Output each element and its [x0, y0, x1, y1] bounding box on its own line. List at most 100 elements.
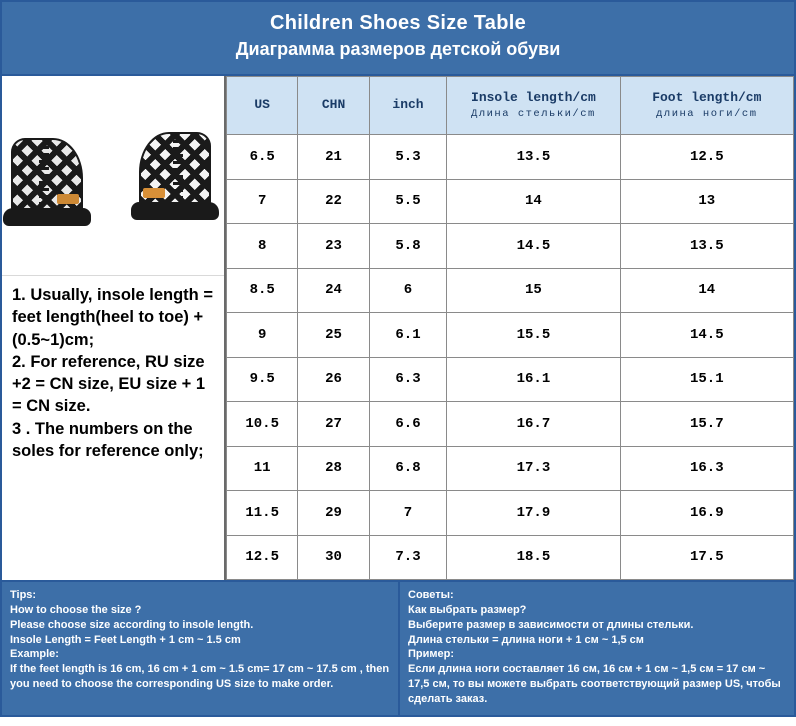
col-header-inch: inch	[369, 77, 447, 135]
tips-example-heading: Example:	[10, 647, 390, 662]
table-cell: 14.5	[447, 224, 620, 269]
tips-example: If the feet length is 16 cm, 16 cm + 1 c…	[10, 662, 390, 692]
table-header-row: US CHN inch Insole length/cm Длина стельк…	[227, 77, 794, 135]
tips-heading: Tips:	[10, 588, 390, 603]
col-label: Insole length/cm	[471, 90, 596, 105]
table-cell: 15	[447, 268, 620, 313]
table-cell: 8	[227, 224, 298, 269]
tips-line: Insole Length = Feet Length + 1 cm ~ 1.5…	[10, 633, 390, 648]
table-body: 6.5215.313.512.57225.514138235.814.513.5…	[227, 135, 794, 580]
table-cell: 16.3	[620, 446, 793, 491]
table-cell: 11.5	[227, 491, 298, 536]
table-cell: 9.5	[227, 357, 298, 402]
table-cell: 6.1	[369, 313, 447, 358]
tips-russian: Советы: Как выбрать размер? Выберите раз…	[398, 582, 794, 715]
table-cell: 16.1	[447, 357, 620, 402]
tips-question: How to choose the size ?	[10, 603, 390, 618]
size-chart-container: Children Shoes Size Table Диаграмма разм…	[0, 0, 796, 717]
table-cell: 12.5	[227, 535, 298, 580]
tips-english: Tips: How to choose the size ? Please ch…	[2, 582, 398, 715]
col-sublabel: длина ноги/cm	[625, 108, 789, 120]
table-cell: 10.5	[227, 402, 298, 447]
table-cell: 6.8	[369, 446, 447, 491]
title-russian: Диаграмма размеров детской обуви	[2, 39, 794, 60]
col-label: US	[254, 97, 270, 112]
table-cell: 13.5	[447, 135, 620, 180]
product-image	[2, 76, 224, 276]
size-table: US CHN inch Insole length/cm Длина стельк…	[226, 76, 794, 580]
table-row: 12.5307.318.517.5	[227, 535, 794, 580]
table-cell: 7.3	[369, 535, 447, 580]
table-cell: 27	[298, 402, 369, 447]
table-cell: 16.7	[447, 402, 620, 447]
table-cell: 25	[298, 313, 369, 358]
table-cell: 6.6	[369, 402, 447, 447]
table-cell: 15.5	[447, 313, 620, 358]
table-cell: 14	[447, 179, 620, 224]
table-row: 11.529717.916.9	[227, 491, 794, 536]
table-cell: 16.9	[620, 491, 793, 536]
col-label: Foot length/cm	[652, 90, 761, 105]
table-cell: 5.3	[369, 135, 447, 180]
boot-icon	[11, 134, 87, 226]
table-cell: 8.5	[227, 268, 298, 313]
col-header-us: US	[227, 77, 298, 135]
table-cell: 14.5	[620, 313, 793, 358]
table-cell: 24	[298, 268, 369, 313]
col-header-insole: Insole length/cm Длина стельки/cm	[447, 77, 620, 135]
tips-line: Длина стельки = длина ноги + 1 см ~ 1,5 …	[408, 633, 786, 648]
table-row: 9.5266.316.115.1	[227, 357, 794, 402]
table-cell: 15.1	[620, 357, 793, 402]
table-cell: 6.3	[369, 357, 447, 402]
table-row: 8235.814.513.5	[227, 224, 794, 269]
table-cell: 11	[227, 446, 298, 491]
table-row: 9256.115.514.5	[227, 313, 794, 358]
table-cell: 7	[227, 179, 298, 224]
table-cell: 30	[298, 535, 369, 580]
boot-icon	[135, 128, 211, 220]
table-cell: 13	[620, 179, 793, 224]
table-row: 8.52461514	[227, 268, 794, 313]
tips-example-heading: Пример:	[408, 647, 786, 662]
col-sublabel: Длина стельки/cm	[451, 108, 615, 120]
table-cell: 17.5	[620, 535, 793, 580]
table-cell: 5.5	[369, 179, 447, 224]
table-cell: 18.5	[447, 535, 620, 580]
col-label: inch	[392, 97, 423, 112]
table-cell: 6.5	[227, 135, 298, 180]
table-row: 7225.51413	[227, 179, 794, 224]
tips-question: Как выбрать размер?	[408, 603, 786, 618]
tips-row: Tips: How to choose the size ? Please ch…	[2, 580, 794, 715]
table-cell: 22	[298, 179, 369, 224]
title-english: Children Shoes Size Table	[2, 12, 794, 35]
table-cell: 14	[620, 268, 793, 313]
table-cell: 26	[298, 357, 369, 402]
tips-line: Выберите размер в зависимости от длины с…	[408, 618, 786, 633]
table-cell: 17.9	[447, 491, 620, 536]
header: Children Shoes Size Table Диаграмма разм…	[2, 2, 794, 76]
table-cell: 9	[227, 313, 298, 358]
col-header-foot: Foot length/cm длина ноги/cm	[620, 77, 793, 135]
table-cell: 6	[369, 268, 447, 313]
left-column: 1. Usually, insole length = feet length(…	[2, 76, 226, 580]
table-cell: 29	[298, 491, 369, 536]
tips-line: Please choose size according to insole l…	[10, 618, 390, 633]
content-row: 1. Usually, insole length = feet length(…	[2, 76, 794, 580]
table-cell: 17.3	[447, 446, 620, 491]
sizing-notes: 1. Usually, insole length = feet length(…	[2, 276, 224, 580]
col-header-chn: CHN	[298, 77, 369, 135]
table-row: 10.5276.616.715.7	[227, 402, 794, 447]
table-cell: 7	[369, 491, 447, 536]
table-cell: 21	[298, 135, 369, 180]
table-cell: 15.7	[620, 402, 793, 447]
tips-heading: Советы:	[408, 588, 786, 603]
table-cell: 12.5	[620, 135, 793, 180]
table-cell: 23	[298, 224, 369, 269]
table-row: 6.5215.313.512.5	[227, 135, 794, 180]
tips-example: Если длина ноги составляет 16 см, 16 см …	[408, 662, 786, 707]
table-row: 11286.817.316.3	[227, 446, 794, 491]
table-cell: 28	[298, 446, 369, 491]
table-cell: 5.8	[369, 224, 447, 269]
col-label: CHN	[322, 97, 345, 112]
table-cell: 13.5	[620, 224, 793, 269]
